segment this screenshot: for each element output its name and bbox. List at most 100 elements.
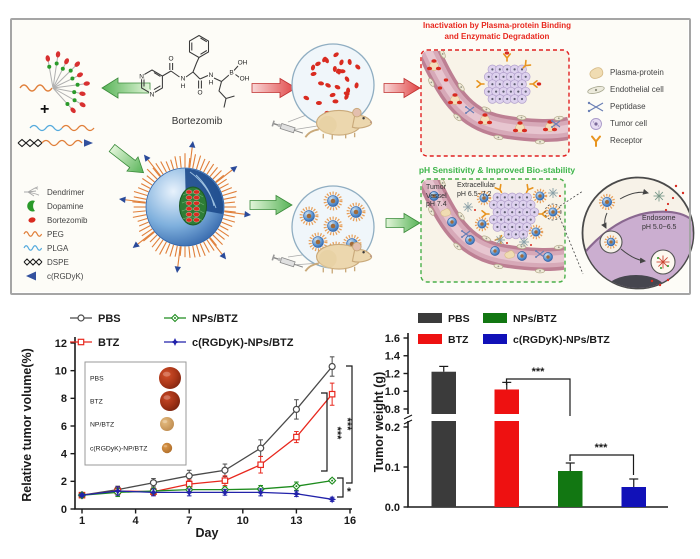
- svg-text:0.2: 0.2: [385, 422, 400, 434]
- inactivation-title: Inactivation by Plasma-protein Binding a…: [422, 21, 572, 41]
- arrow-left-green: [101, 77, 151, 99]
- svg-text:1.6: 1.6: [385, 333, 400, 345]
- svg-text:0.8: 0.8: [385, 404, 400, 416]
- bortezomib-label: Bortezomib: [171, 116, 223, 127]
- legend-item-dopamine: Dopamine: [22, 199, 87, 213]
- svg-text:H: H: [181, 83, 186, 90]
- legend-item-receptor: Receptor: [585, 132, 664, 149]
- extracellular-label: Extracellular pH 6.5~7.2: [457, 182, 496, 198]
- schematic-left-legend: Dendrimer Dopamine Bortezomib PEG PLGA D…: [22, 185, 87, 283]
- svg-text:NPs/BTZ: NPs/BTZ: [192, 313, 238, 325]
- tumor-cell-icon: [585, 117, 607, 131]
- dendrimer-unit: [19, 51, 90, 114]
- free-drug-injection-view: [270, 43, 375, 141]
- svg-text:Day: Day: [196, 526, 219, 540]
- svg-text:12: 12: [55, 338, 67, 350]
- svg-text:PBS: PBS: [98, 313, 121, 325]
- svg-text:BTZ: BTZ: [90, 399, 103, 406]
- dopamine-icon: [22, 200, 44, 212]
- np-injection-view: [270, 185, 375, 275]
- legend-item-plga: PLGA: [22, 241, 87, 255]
- svg-text:N: N: [181, 76, 186, 83]
- bortezomib-icon: [22, 214, 44, 226]
- ph-sensitivity-title: pH Sensitivity & Improved Bio-stability: [418, 165, 576, 175]
- svg-text:6: 6: [61, 421, 67, 433]
- endosome-label: Endosome pH 5.0~6.5: [642, 215, 677, 231]
- peptidase-icon: [585, 100, 607, 114]
- svg-text:0.0: 0.0: [385, 502, 400, 514]
- svg-text:O: O: [168, 56, 173, 63]
- plasma-protein-icon: [585, 66, 607, 80]
- inactivation-box: [420, 49, 570, 157]
- schematic-right-legend: Plasma-protein Endothelial cell Peptidas…: [585, 64, 664, 149]
- svg-text:NPs/BTZ: NPs/BTZ: [513, 313, 557, 325]
- legend-item-endothelial-cell: Endothelial cell: [585, 81, 664, 98]
- svg-text:OH: OH: [238, 60, 248, 67]
- legend-item-dspe: DSPE: [22, 255, 87, 269]
- svg-text:***: ***: [331, 427, 343, 441]
- svg-text:1.2: 1.2: [385, 368, 400, 380]
- svg-text:H: H: [209, 80, 214, 87]
- endosome-inset: [581, 176, 695, 290]
- legend-item-tumor-cell: Tumor cell: [585, 115, 664, 132]
- endothelial-cell-icon: [585, 83, 607, 97]
- arrow-right-red-2: [383, 77, 421, 99]
- svg-text:10: 10: [55, 365, 67, 377]
- ph-sensitivity-box: [420, 178, 584, 283]
- svg-text:N: N: [209, 72, 214, 79]
- nanoparticle: [118, 140, 252, 274]
- arrow-right-green-2: [385, 212, 421, 234]
- tumor-cluster: [476, 51, 542, 104]
- svg-text:1.4: 1.4: [385, 351, 401, 363]
- receptor-icon: [585, 134, 607, 148]
- svg-text:1: 1: [79, 515, 85, 527]
- svg-text:c(RGDyK)-NP/BTZ: c(RGDyK)-NP/BTZ: [90, 446, 147, 453]
- legend-item-peg: PEG: [22, 227, 87, 241]
- arrow-right-green-1: [249, 194, 293, 216]
- svg-text:13: 13: [290, 515, 302, 527]
- plga-peg-polymer: [29, 124, 95, 132]
- svg-text:OH: OH: [240, 76, 250, 83]
- svg-text:***: ***: [341, 418, 353, 432]
- svg-text:***: ***: [595, 442, 609, 454]
- svg-text:PBS: PBS: [448, 313, 470, 325]
- bar-c(RGDyK)-NPs/BTZ: [621, 478, 646, 507]
- svg-text:N: N: [139, 74, 144, 81]
- tumor-cluster: [463, 183, 561, 247]
- svg-text:O: O: [197, 90, 202, 97]
- legend-item-crgdyk: c(RGDyK): [22, 269, 87, 283]
- svg-text:2: 2: [61, 476, 67, 488]
- plus-sign: +: [40, 101, 50, 118]
- bar-NPs/BTZ: [558, 462, 583, 507]
- svg-text:Tumor weight (g): Tumor weight (g): [372, 372, 386, 472]
- svg-text:*: *: [347, 486, 352, 498]
- legend-item-plasma-protein: Plasma-protein: [585, 64, 664, 81]
- legend-item-dendrimer: Dendrimer: [22, 185, 87, 199]
- line-series-c(RGDyK)-NPs/BTZ: [78, 486, 337, 504]
- crgdyk-arrow-tip: [84, 139, 93, 147]
- bortezomib-structure: [141, 34, 240, 108]
- svg-text:BTZ: BTZ: [98, 337, 120, 349]
- svg-text:N: N: [150, 92, 155, 99]
- svg-text:Relative tumor volume(%): Relative tumor volume(%): [20, 348, 34, 502]
- tumor-vessel-label: Tumor Vessel pH 7.4: [426, 184, 447, 209]
- bortezomib-atoms: N N O N H O N H B OH OH: [138, 55, 250, 100]
- crgdyk-icon: [22, 270, 44, 282]
- svg-text:16: 16: [344, 515, 356, 527]
- svg-text:c(RGDyK)-NPs/BTZ: c(RGDyK)-NPs/BTZ: [192, 337, 294, 349]
- svg-text:c(RGDyK)-NPs/BTZ: c(RGDyK)-NPs/BTZ: [513, 334, 610, 346]
- svg-text:0.1: 0.1: [385, 462, 400, 474]
- svg-text:4: 4: [61, 448, 68, 460]
- arrow-diagonal-green: [108, 143, 145, 174]
- svg-text:7: 7: [186, 515, 192, 527]
- bar-PBS: [431, 365, 456, 507]
- svg-text:0: 0: [61, 504, 67, 516]
- svg-text:8: 8: [61, 393, 67, 405]
- legend-item-bortezomib: Bortezomib: [22, 213, 87, 227]
- svg-text:B: B: [229, 70, 233, 77]
- plga-icon: [22, 242, 44, 254]
- magnified-np-marker: [544, 203, 562, 221]
- peg-icon: [22, 228, 44, 240]
